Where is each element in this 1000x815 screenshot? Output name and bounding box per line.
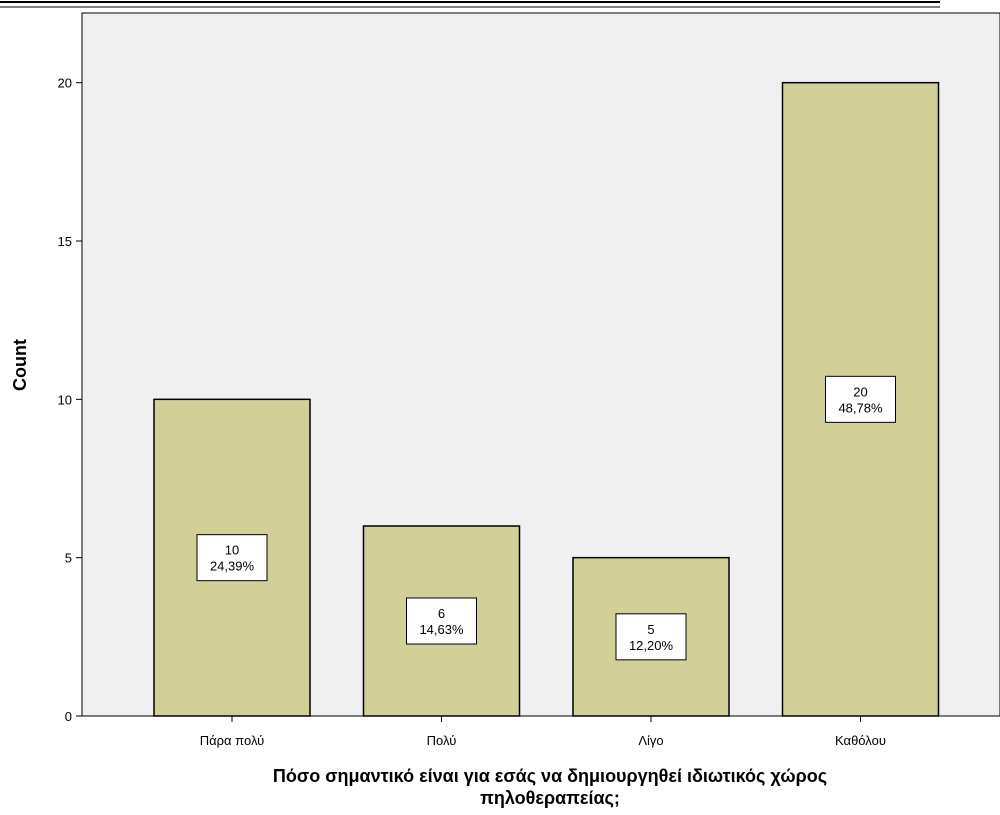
y-axis-title: Count	[10, 339, 30, 391]
x-tick-label: Πολύ	[427, 733, 457, 748]
data-label-percent: 12,20%	[629, 638, 674, 653]
data-label-box	[615, 613, 687, 661]
y-tick-label: 5	[65, 551, 72, 566]
x-axis-title-line-1: Πόσο σημαντικό είναι για εσάς να δημιουρ…	[273, 766, 827, 786]
y-axis: 0 5 10 15 20	[58, 76, 82, 724]
y-tick-label: 10	[58, 392, 72, 407]
data-label-count: 20	[853, 384, 867, 399]
y-tick-label: 20	[58, 76, 72, 91]
data-label-box	[196, 534, 268, 582]
x-tick-label: Καθόλου	[835, 733, 886, 748]
data-label-percent: 24,39%	[210, 559, 255, 574]
y-tick-label: 15	[58, 234, 72, 249]
data-label-box	[406, 597, 477, 645]
data-label-box	[825, 375, 896, 423]
x-axis-title-line-2: πηλοθεραπείας;	[480, 788, 620, 808]
data-label-count: 10	[225, 543, 239, 558]
x-tick-label: Λίγο	[638, 733, 663, 748]
data-label-count: 6	[438, 606, 445, 621]
data-label-percent: 48,78%	[838, 400, 883, 415]
y-tick-label: 0	[65, 709, 72, 724]
data-label-count: 5	[647, 622, 654, 637]
x-tick-label: Πάρα πολύ	[200, 733, 265, 748]
x-axis: Πάρα πολύ Πολύ Λίγο Καθόλου	[200, 716, 886, 748]
data-label-percent: 14,63%	[419, 622, 464, 637]
